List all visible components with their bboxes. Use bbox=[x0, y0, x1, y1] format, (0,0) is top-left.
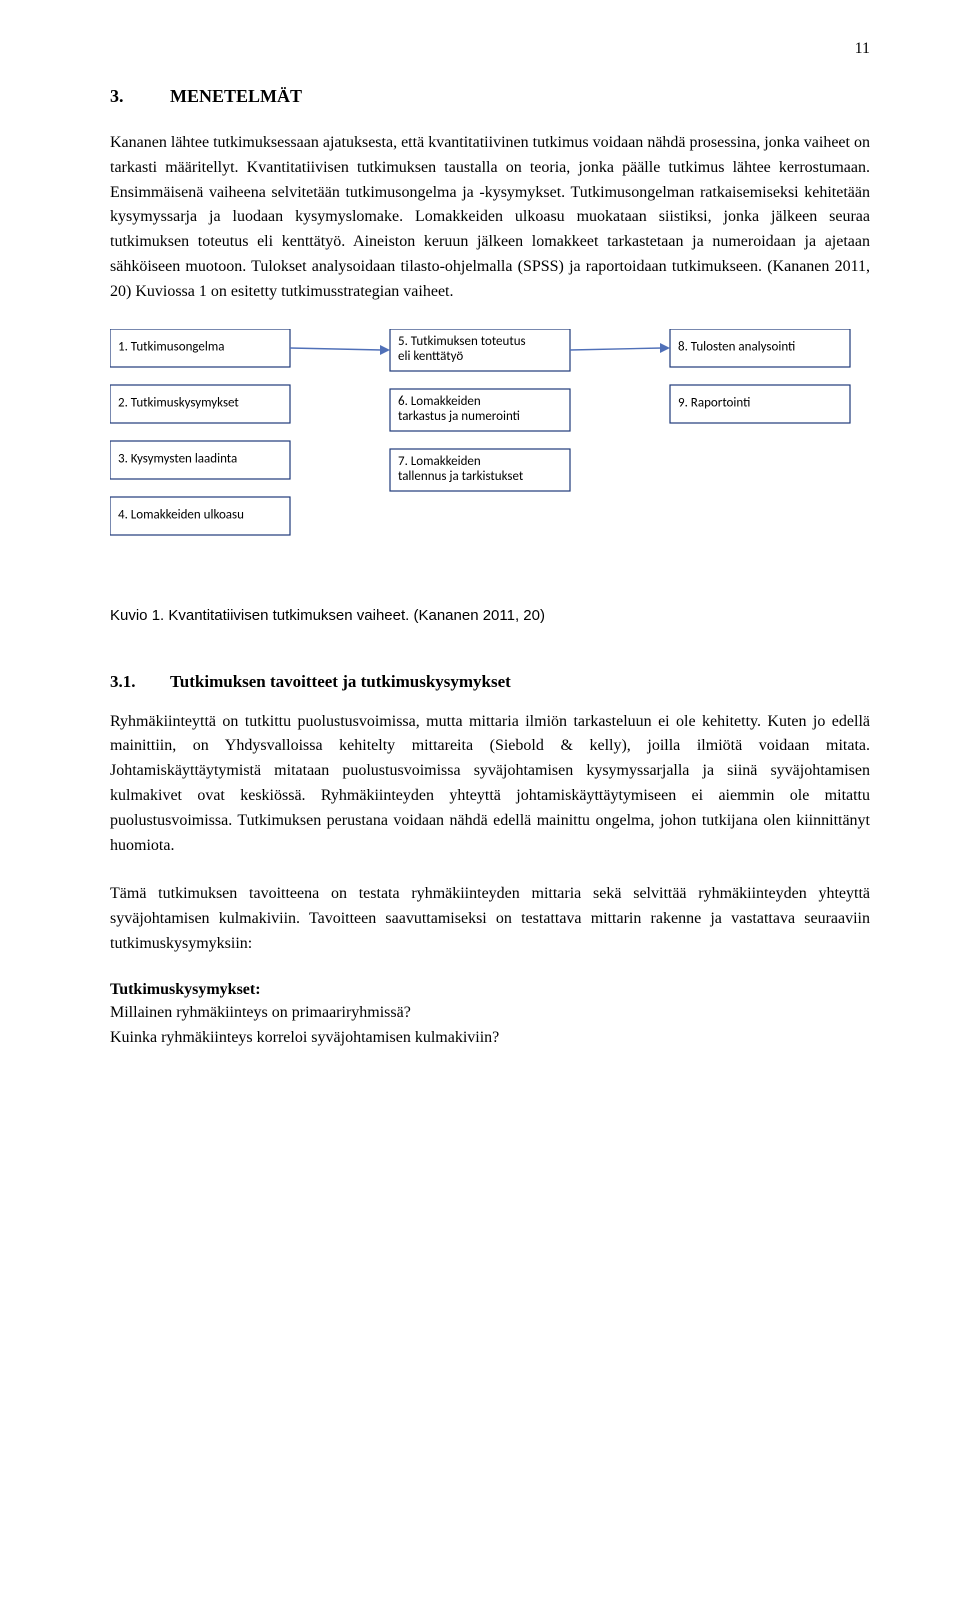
flowchart-box-text: 6. Lomakkeiden bbox=[398, 394, 481, 409]
page-number: 11 bbox=[110, 40, 870, 58]
section-title: MENETELMÄT bbox=[170, 86, 302, 106]
figure-caption: Kuvio 1. Kvantitatiivisen tutkimuksen va… bbox=[110, 607, 870, 624]
flowchart-box-text: tarkastus ja numerointi bbox=[398, 409, 520, 424]
flowchart-arrow bbox=[290, 348, 382, 350]
flowchart-box-text: tallennus ja tarkistukset bbox=[398, 469, 524, 484]
flowchart: 1. Tutkimusongelma 2. Tutkimuskysymykset 3… bbox=[110, 329, 870, 579]
paragraph-2: Ryhmäkiinteyttä on tutkittu puolustusvoi… bbox=[110, 710, 870, 859]
flowchart-box-text: 7. Lomakkeiden bbox=[398, 454, 481, 469]
flowchart-box-text: 8. Tulosten analysointi bbox=[678, 339, 795, 354]
flowchart-box-text: 4. Lomakkeiden ulkoasu bbox=[118, 507, 244, 522]
flowchart-arrow bbox=[570, 348, 662, 350]
flowchart-arrowhead bbox=[660, 343, 670, 353]
question-1: Millainen ryhmäkiinteys on primaariryhmi… bbox=[110, 1001, 870, 1026]
subsection-title: Tutkimuksen tavoitteet ja tutkimuskysymy… bbox=[170, 672, 511, 691]
flowchart-box-text: 5. Tutkimuksen toteutus bbox=[398, 334, 526, 349]
flowchart-arrowhead bbox=[380, 345, 390, 355]
paragraph-1: Kananen lähtee tutkimuksessaan ajatukses… bbox=[110, 131, 870, 305]
paragraph-3: Tämä tutkimuksen tavoitteena on testata … bbox=[110, 882, 870, 956]
subsection-heading: 3.1.Tutkimuksen tavoitteet ja tutkimusky… bbox=[110, 672, 870, 692]
subsection-number: 3.1. bbox=[110, 672, 170, 692]
section-number: 3. bbox=[110, 86, 170, 107]
flowchart-box-text: 2. Tutkimuskysymykset bbox=[118, 395, 239, 410]
flowchart-box-text: eli kenttätyö bbox=[398, 349, 463, 364]
flowchart-box-text: 3. Kysymysten laadinta bbox=[118, 451, 237, 466]
flowchart-box-text: 9. Raportointi bbox=[678, 395, 750, 410]
question-2: Kuinka ryhmäkiinteys korreloi syväjohtam… bbox=[110, 1026, 870, 1051]
flowchart-box-text: 1. Tutkimusongelma bbox=[118, 339, 224, 354]
section-heading: 3.MENETELMÄT bbox=[110, 86, 870, 107]
questions-heading: Tutkimuskysymykset: bbox=[110, 981, 870, 999]
